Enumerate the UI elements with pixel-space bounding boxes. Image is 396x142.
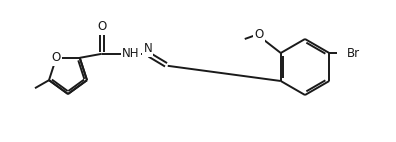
Text: NH: NH xyxy=(122,47,139,60)
Text: N: N xyxy=(143,42,152,55)
Text: Br: Br xyxy=(347,46,360,59)
Text: O: O xyxy=(97,20,107,33)
Text: O: O xyxy=(51,51,61,64)
Text: O: O xyxy=(254,28,263,40)
